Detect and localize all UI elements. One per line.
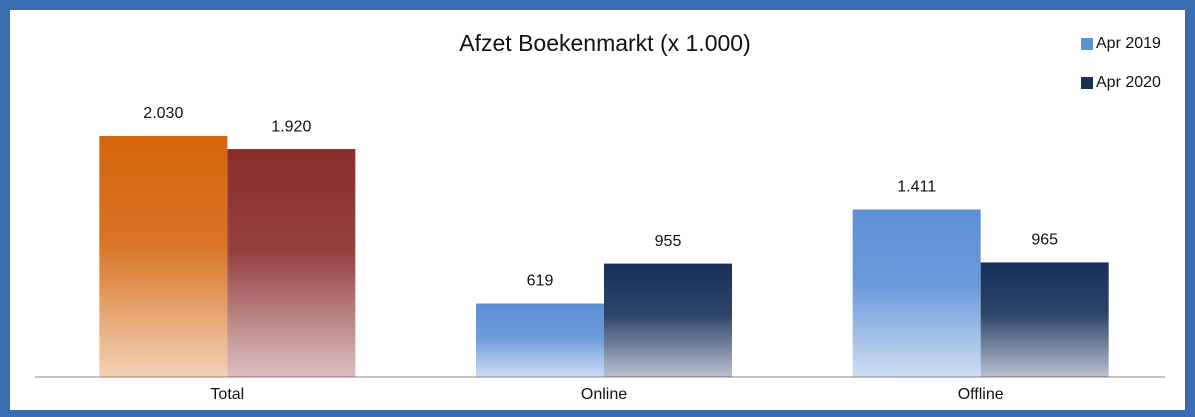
- legend-swatch: [1081, 38, 1093, 50]
- bar: [227, 149, 356, 377]
- bar: [980, 262, 1109, 377]
- legend-label: Apr 2019: [1096, 35, 1161, 52]
- x-tick-label: Total: [210, 386, 244, 403]
- bar: [476, 303, 604, 377]
- bar: [852, 209, 981, 377]
- data-label: 619: [527, 273, 554, 290]
- data-label: 955: [655, 233, 682, 250]
- x-tick-label: Offline: [958, 386, 1004, 403]
- data-label: 2.030: [143, 105, 183, 122]
- data-label: 1.920: [271, 118, 311, 135]
- legend-swatch: [1081, 77, 1093, 89]
- legend-label: Apr 2020: [1096, 74, 1161, 91]
- bar: [604, 263, 732, 377]
- bar: [99, 136, 228, 377]
- data-label: 965: [1031, 232, 1058, 249]
- chart-title: Afzet Boekenmarkt (x 1.000): [459, 30, 750, 56]
- x-tick-label: Online: [581, 386, 627, 403]
- data-label: 1.411: [897, 179, 936, 196]
